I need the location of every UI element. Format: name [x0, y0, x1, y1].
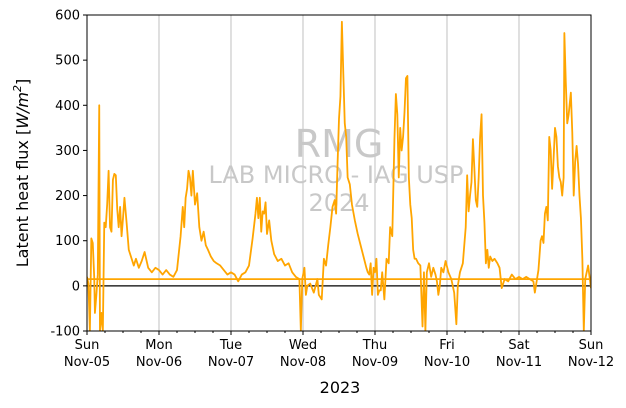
x-tick-label-day: Sun — [75, 338, 100, 353]
x-tick-label-day: Sat — [508, 338, 529, 353]
y-tick-label: 100 — [55, 234, 80, 249]
watermark-year: 2024 — [308, 189, 369, 217]
x-tick-label-day: Thu — [362, 338, 387, 353]
x-tick-label-day: Tue — [219, 338, 242, 353]
y-axis-title-close: ] — [13, 79, 32, 85]
x-tick-label-date: Nov-06 — [136, 355, 182, 370]
y-tick-label: 400 — [55, 99, 80, 114]
y-tick-label: -100 — [50, 325, 80, 340]
y-axis: -100 0 100 200 300 400 500 600 — [50, 9, 87, 340]
y-axis-title: Latent heat flux [W/m2] — [11, 79, 32, 268]
x-axis: Sun Nov-05 Mon Nov-06 Tue Nov-07 Wed Nov-08 Thu N… — [64, 331, 614, 370]
y-axis-title-exponent: 2 — [11, 85, 24, 92]
x-tick-label-date: Nov-12 — [568, 355, 614, 370]
y-tick-label: 500 — [55, 54, 80, 69]
x-axis-title: 2023 — [320, 378, 361, 397]
y-tick-label: 200 — [55, 189, 80, 204]
x-tick-label-day: Sun — [579, 338, 604, 353]
x-tick-label-date: Nov-07 — [208, 355, 254, 370]
y-tick-label: 0 — [72, 279, 80, 294]
x-tick-label-date: Nov-08 — [280, 355, 326, 370]
y-axis-title-main: Latent heat flux [ — [13, 129, 32, 268]
watermark-subtitle: LAB MICRO - IAG USP — [208, 161, 463, 189]
x-tick-label-date: Nov-05 — [64, 355, 110, 370]
y-tick-label: 300 — [55, 144, 80, 159]
y-axis-title-unit: W/m — [13, 92, 32, 129]
x-tick-label-date: Nov-11 — [496, 355, 542, 370]
x-tick-label-day: Mon — [145, 338, 172, 353]
y-tick-label: 600 — [55, 9, 80, 24]
x-tick-label-date: Nov-09 — [352, 355, 398, 370]
x-tick-label-date: Nov-10 — [424, 355, 470, 370]
x-tick-label-day: Fri — [439, 338, 455, 353]
series-layer — [87, 20, 591, 331]
x-tick-label-day: Wed — [289, 338, 317, 353]
watermark: RMG LAB MICRO - IAG USP 2024 — [208, 122, 463, 217]
